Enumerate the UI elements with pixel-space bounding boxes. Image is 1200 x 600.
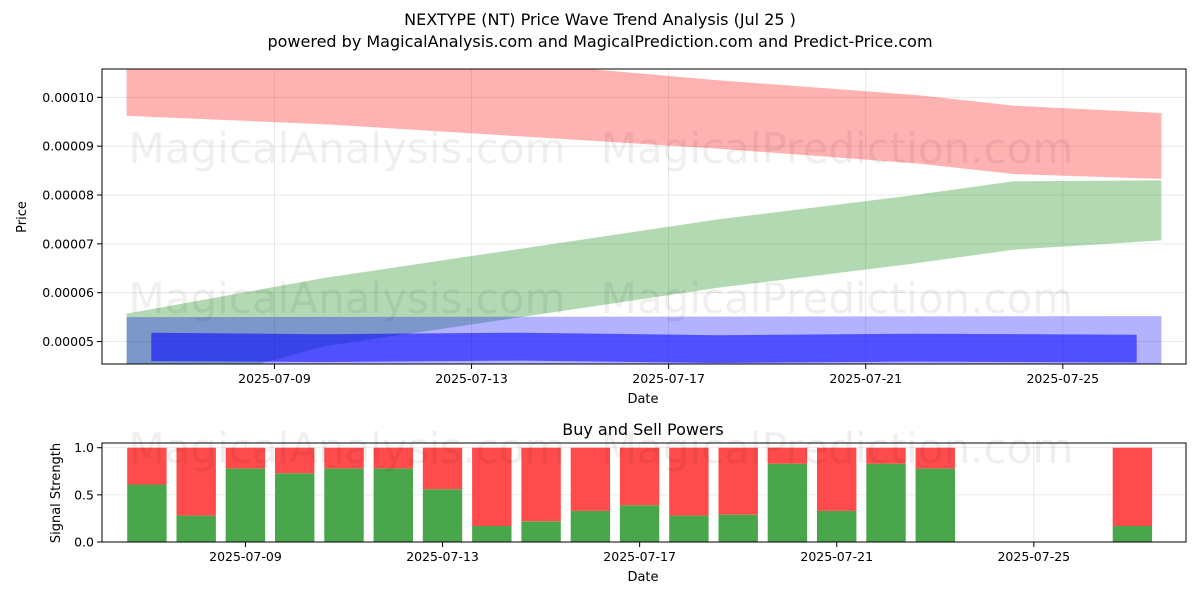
buy-bar	[422, 489, 463, 542]
price-xtick-label: 2025-07-13	[435, 371, 508, 386]
buy-bar	[817, 510, 857, 542]
signal-chart-ylabel: Signal Strength	[49, 443, 64, 543]
signal-ytick-label: 0.5	[74, 487, 94, 502]
buy-bar	[1112, 526, 1153, 542]
price-xtick-label: 2025-07-09	[238, 371, 311, 386]
price-ytick-label: 0.00007	[42, 236, 94, 251]
sell-bar	[422, 447, 463, 490]
buy-bar	[324, 468, 364, 542]
signal-chart-frame	[101, 442, 1187, 543]
sell-bar	[817, 447, 857, 511]
buy-bar	[619, 505, 660, 542]
chart-title-line2: powered by MagicalAnalysis.com and Magic…	[267, 32, 932, 51]
sell-bar	[669, 447, 709, 516]
signal-xtick-label: 2025-07-17	[603, 549, 676, 564]
buy-bar	[472, 526, 512, 542]
signal-xtick-label: 2025-07-13	[406, 549, 479, 564]
signal-xtick-label: 2025-07-21	[800, 549, 873, 564]
signal-chart-ticks: 2025-07-09 2025-07-13 2025-07-17 2025-07-21…	[74, 440, 1070, 564]
price-chart-ylabel: Price	[15, 201, 30, 233]
red-wave-band	[126, 69, 1162, 179]
buy-bar	[127, 484, 167, 542]
sell-bar	[176, 447, 216, 516]
price-ytick-label: 0.00005	[42, 334, 94, 349]
price-xtick-label: 2025-07-21	[829, 371, 902, 386]
buy-bar	[225, 468, 266, 542]
sell-bar	[324, 447, 364, 469]
watermark-prediction-mid: MagicalPrediction.com	[601, 274, 1074, 323]
buy-bar	[767, 463, 808, 542]
signal-chart-bars	[127, 447, 1153, 542]
signal-chart-watermarks: MagicalAnalysis.com MagicalPrediction.co…	[129, 424, 1074, 473]
signal-chart-title: Buy and Sell Powers	[562, 420, 724, 439]
price-chart-xlabel: Date	[627, 392, 658, 407]
buy-bar	[176, 515, 216, 542]
watermark-prediction-bottom: MagicalPrediction.com	[601, 424, 1074, 473]
sell-bar	[915, 447, 955, 469]
buy-bar	[915, 468, 955, 542]
watermark-prediction-top: MagicalPrediction.com	[601, 124, 1074, 173]
sell-bar	[225, 447, 266, 469]
sell-bar	[373, 447, 413, 469]
price-chart-bands	[126, 69, 1162, 364]
price-chart-watermarks: MagicalAnalysis.com MagicalPrediction.co…	[129, 124, 1074, 323]
sell-bar	[767, 447, 808, 464]
price-ytick-label: 0.00008	[42, 188, 94, 203]
buy-bar	[275, 473, 315, 542]
buy-bar	[521, 521, 561, 542]
price-ytick-label: 0.00009	[42, 139, 94, 154]
buy-bar	[373, 468, 413, 542]
signal-ytick-label: 0.0	[74, 535, 94, 550]
buy-bar	[718, 514, 758, 542]
sell-bar	[570, 447, 611, 511]
signal-xtick-label: 2025-07-09	[209, 549, 282, 564]
sell-bar	[275, 447, 315, 474]
sell-bar	[866, 447, 906, 464]
price-ytick-label: 0.00006	[42, 285, 94, 300]
sell-bar	[127, 447, 167, 485]
signal-ytick-label: 1.0	[74, 440, 94, 455]
chart-title-line1: NEXTYPE (NT) Price Wave Trend Analysis (…	[404, 10, 796, 29]
blue-inner-wave-band	[151, 332, 1137, 363]
sell-bar	[718, 447, 758, 515]
price-xtick-label: 2025-07-17	[632, 371, 705, 386]
price-chart-ticks: 2025-07-09 2025-07-13 2025-07-17 2025-07-21…	[42, 90, 1099, 386]
sell-bar	[619, 447, 660, 506]
sell-bar	[472, 447, 512, 526]
watermark-analysis-mid: MagicalAnalysis.com	[129, 274, 566, 323]
green-wave-band	[126, 180, 1162, 364]
buy-bar	[570, 510, 611, 542]
buy-bar	[669, 515, 709, 542]
watermark-analysis-bottom: MagicalAnalysis.com	[129, 424, 566, 473]
price-ytick-label: 0.00010	[42, 90, 94, 105]
price-xtick-label: 2025-07-25	[1026, 371, 1099, 386]
watermark-analysis-top: MagicalAnalysis.com	[129, 124, 566, 173]
signal-xtick-label: 2025-07-25	[997, 549, 1070, 564]
buy-bar	[866, 463, 906, 542]
signal-chart-xlabel: Date	[627, 570, 658, 585]
sell-bar	[521, 447, 561, 522]
price-chart-frame	[101, 68, 1187, 365]
sell-bar	[1112, 447, 1153, 526]
